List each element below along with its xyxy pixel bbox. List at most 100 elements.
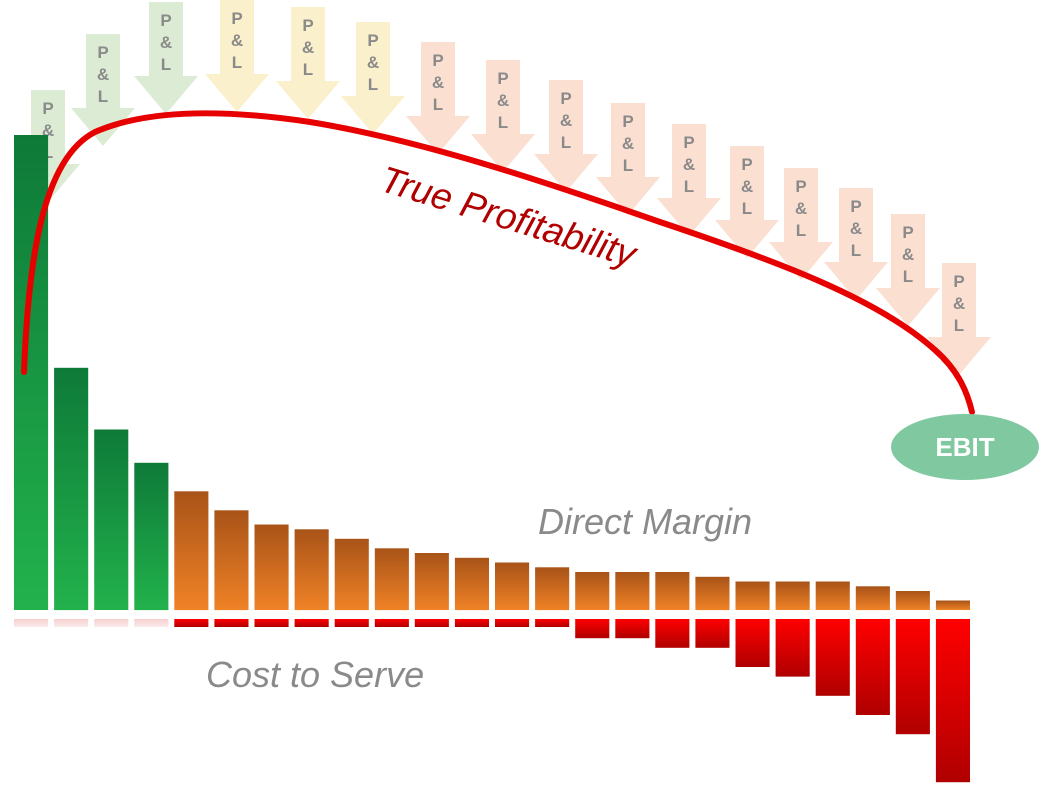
direct-margin-bar xyxy=(695,576,730,611)
pl-arrow-label: L xyxy=(98,87,108,106)
pl-arrow-label: L xyxy=(796,221,806,240)
pl-arrow-shape xyxy=(534,80,598,192)
cost-to-serve-bar xyxy=(374,619,409,627)
cost-to-serve-bar xyxy=(54,619,89,627)
direct-margin-bar xyxy=(775,581,810,610)
direct-margin-bars xyxy=(14,135,970,611)
pl-arrow: P & L xyxy=(715,146,779,258)
direct-margin-bar xyxy=(655,572,690,610)
cost-to-serve-bar xyxy=(655,619,690,648)
pl-arrow-shape xyxy=(341,22,405,134)
pl-arrow-label: L xyxy=(623,156,633,175)
cost-to-serve-bar xyxy=(775,619,810,677)
pl-arrow-label: P xyxy=(497,69,508,88)
pl-arrow-label: & xyxy=(902,245,914,264)
pl-arrow: P & L xyxy=(927,263,991,375)
pl-arrow-label: L xyxy=(903,267,913,286)
cost-to-serve-bar xyxy=(254,619,289,627)
pl-arrow-label: P xyxy=(741,155,752,174)
pl-arrow-shape xyxy=(406,42,470,154)
cost-to-serve-bar xyxy=(815,619,850,696)
pl-arrow: P & L xyxy=(341,22,405,134)
pl-arrow: P & L xyxy=(71,34,135,146)
pl-arrow-label: L xyxy=(368,75,378,94)
pl-arrow-label: P xyxy=(231,9,242,28)
pl-arrow-shape xyxy=(205,0,269,112)
pl-arrow-shape xyxy=(471,60,535,172)
pl-arrow-label: L xyxy=(303,60,313,79)
pl-arrow-label: L xyxy=(498,113,508,132)
pl-arrow-label: P xyxy=(560,89,571,108)
direct-margin-bar xyxy=(294,529,329,611)
cost-to-serve-bar xyxy=(94,619,129,627)
direct-margin-bar xyxy=(174,491,209,611)
cost-to-serve-bar xyxy=(935,619,970,783)
direct-margin-bar xyxy=(575,572,610,610)
pl-arrow-shape xyxy=(715,146,779,258)
pl-arrow-shape xyxy=(769,168,833,280)
pl-arrow-label: L xyxy=(742,199,752,218)
pl-arrow: P & L xyxy=(876,214,940,326)
pl-arrow: P & L xyxy=(134,2,198,114)
cost-to-serve-label: Cost to Serve xyxy=(206,654,424,695)
direct-margin-bar xyxy=(254,524,289,610)
pl-arrow-shape xyxy=(134,2,198,114)
direct-margin-bar xyxy=(214,510,249,611)
pl-arrow-label: & xyxy=(231,31,243,50)
cost-to-serve-bars xyxy=(14,619,970,783)
pl-arrows: P&LP&LP&LP&LP&LP&LP&LP&LP&LP&LP&LP&LP&LP… xyxy=(16,0,991,375)
pl-arrow-label: & xyxy=(795,199,807,218)
pl-arrow-label: L xyxy=(433,95,443,114)
direct-margin-bar xyxy=(134,462,169,611)
pl-arrow-shape xyxy=(596,103,660,215)
pl-arrow-label: & xyxy=(432,73,444,92)
pl-arrow-label: & xyxy=(367,53,379,72)
cost-to-serve-bar xyxy=(695,619,730,648)
pl-arrow-label: P xyxy=(367,31,378,50)
cost-to-serve-bar xyxy=(855,619,890,715)
direct-margin-bar xyxy=(615,572,650,610)
cost-to-serve-bar xyxy=(454,619,489,627)
direct-margin-label: Direct Margin xyxy=(538,501,752,542)
pl-arrow-label: P xyxy=(160,11,171,30)
direct-margin-bar xyxy=(54,367,89,611)
pl-arrow-label: & xyxy=(850,219,862,238)
pl-arrow: P & L xyxy=(205,0,269,112)
direct-margin-bar xyxy=(535,567,570,611)
pl-arrow-shape xyxy=(824,188,888,300)
pl-arrow-label: & xyxy=(560,111,572,130)
pl-arrow-label: P xyxy=(97,43,108,62)
pl-arrow-label: P xyxy=(902,223,913,242)
pl-arrow-label: L xyxy=(851,241,861,260)
cost-to-serve-bar xyxy=(895,619,930,735)
cost-to-serve-bar xyxy=(495,619,530,627)
cost-to-serve-bar xyxy=(735,619,770,667)
cost-to-serve-bar xyxy=(414,619,449,627)
pl-arrow-label: & xyxy=(622,134,634,153)
pl-arrow-label: & xyxy=(302,38,314,57)
direct-margin-bar xyxy=(454,557,489,611)
pl-arrow-label: & xyxy=(741,177,753,196)
pl-arrow-label: L xyxy=(684,177,694,196)
direct-margin-bar xyxy=(735,581,770,610)
pl-arrow-label: P xyxy=(42,99,53,118)
pl-arrow-shape xyxy=(876,214,940,326)
direct-margin-bar xyxy=(334,538,369,611)
pl-arrow-label: & xyxy=(683,155,695,174)
pl-arrow-shape xyxy=(71,34,135,146)
pl-arrow-label: P xyxy=(683,133,694,152)
pl-arrow-label: & xyxy=(497,91,509,110)
pl-arrow-label: L xyxy=(954,316,964,335)
cost-to-serve-bar xyxy=(294,619,329,627)
pl-arrow-shape xyxy=(276,7,340,119)
pl-arrow-shape xyxy=(927,263,991,375)
pl-arrow-label: P xyxy=(432,51,443,70)
cost-to-serve-bar xyxy=(174,619,209,627)
pl-arrow: P & L xyxy=(657,124,721,236)
direct-margin-bar xyxy=(94,429,129,610)
cost-to-serve-bar xyxy=(334,619,369,627)
pl-arrow: P & L xyxy=(534,80,598,192)
ebit-label: EBIT xyxy=(935,432,994,462)
direct-margin-bar xyxy=(935,600,970,610)
